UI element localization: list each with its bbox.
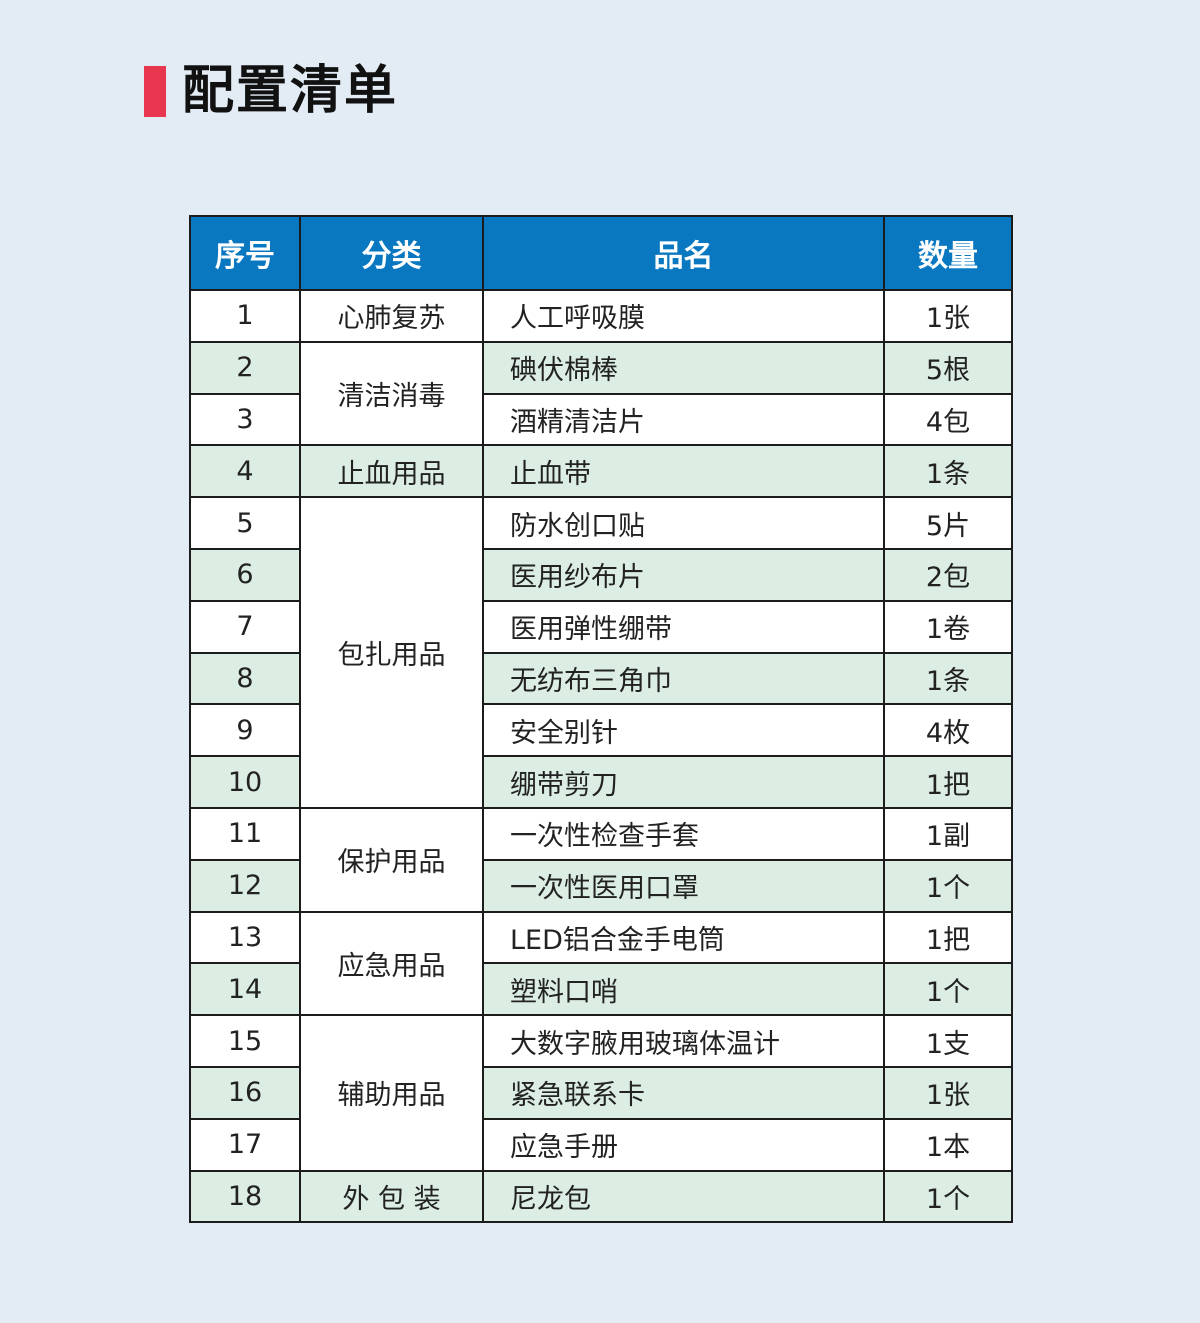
row-number: 18 [189,1169,301,1224]
row-quantity: 1副 [883,806,1013,861]
row-quantity: 1本 [883,1117,1013,1172]
table-row: 5 包扎用品 防水创口贴 5片 [189,496,1013,809]
row-number: 12 [189,858,301,913]
row-quantity: 1张 [883,1065,1013,1120]
table-header-row: 序号 分类 品名 数量 [189,215,1013,291]
row-item-name: 尼龙包 [482,1169,885,1224]
row-item-name: 无纺布三角巾 [482,651,885,706]
row-item-name: 绷带剪刀 [482,755,885,809]
row-item-name: 酒精清洁片 [482,392,885,447]
row-item-name: 一次性医用口罩 [482,858,885,913]
row-item-name: 大数字腋用玻璃体温计 [482,1014,885,1068]
row-number: 16 [189,1065,301,1120]
row-number: 8 [189,651,301,706]
row-quantity: 2包 [883,547,1013,602]
table-row: 4 止血用品 止血带 1条 [189,444,1013,499]
header-item-name: 品名 [482,215,885,291]
row-category: 外 包 装 [299,1169,484,1224]
configuration-table: 序号 分类 品名 数量 1 心肺复苏 人工呼吸膜 1张 2 清洁消毒 碘伏棉棒 5根 3 酒精清洁… [189,215,1013,1224]
row-item-name: 塑料口哨 [482,962,885,1017]
table-row: 18 外 包 装尼龙包 1个 [189,1169,1013,1224]
row-number: 1 [189,289,301,343]
row-category: 止血用品 [299,444,484,499]
table-row: 10 绷带剪刀 1把 [189,755,1013,809]
row-quantity: 1个 [883,1169,1013,1224]
header-number: 序号 [189,215,301,291]
row-quantity: 1支 [883,1014,1013,1068]
table-row: 9 安全别针 4枚 [189,703,1013,758]
row-item-name: 安全别针 [482,703,885,758]
table-row: 12 一次性医用口罩 1个 [189,858,1013,913]
table-row: 7 医用弹性绷带 1卷 [189,599,1013,654]
row-quantity: 1个 [883,858,1013,913]
table-row: 8 无纺布三角巾 1条 [189,651,1013,706]
row-item-name: 碘伏棉棒 [482,340,885,395]
table-row: 1 心肺复苏 人工呼吸膜 1张 [189,289,1013,343]
table-row: 13 应急用品 LED铝合金手电筒 1把 [189,910,1013,1017]
row-number: 14 [189,962,301,1017]
row-category: 包扎用品 [299,496,484,809]
row-quantity: 5片 [883,496,1013,550]
row-number: 13 [189,910,301,965]
row-category: 清洁消毒 [299,340,484,447]
table-row: 2 清洁消毒 碘伏棉棒 5根 [189,340,1013,447]
row-item-name: 一次性检查手套 [482,806,885,861]
row-quantity: 5根 [883,340,1013,395]
row-item-name: 医用弹性绷带 [482,599,885,654]
table-row: 17 应急手册 1本 [189,1117,1013,1172]
row-number: 5 [189,496,301,550]
row-number: 7 [189,599,301,654]
row-quantity: 1个 [883,962,1013,1017]
row-number: 3 [189,392,301,447]
row-item-name: 紧急联系卡 [482,1065,885,1120]
row-number: 15 [189,1014,301,1068]
row-item-name: LED铝合金手电筒 [482,910,885,965]
row-quantity: 1把 [883,910,1013,965]
row-item-name: 防水创口贴 [482,496,885,550]
row-quantity: 1卷 [883,599,1013,654]
header-quantity: 数量 [883,215,1013,291]
header-category: 分类 [299,215,484,291]
row-number: 10 [189,755,301,809]
table-row: 14 塑料口哨 1个 [189,962,1013,1017]
row-quantity: 1条 [883,651,1013,706]
row-item-name: 医用纱布片 [482,547,885,602]
row-number: 4 [189,444,301,499]
row-number: 2 [189,340,301,395]
row-category: 保护用品 [299,806,484,913]
row-category: 应急用品 [299,910,484,1017]
table-row: 11 保护用品 一次性检查手套 1副 [189,806,1013,913]
row-number: 9 [189,703,301,758]
row-item-name: 止血带 [482,444,885,499]
row-quantity: 4枚 [883,703,1013,758]
table-row: 15 辅助用品 大数字腋用玻璃体温计 1支 [189,1014,1013,1172]
table-row: 16 紧急联系卡 1张 [189,1065,1013,1120]
page-title: 配置清单 [182,61,399,121]
row-number: 17 [189,1117,301,1172]
row-quantity: 1张 [883,289,1013,343]
table-row: 3 酒精清洁片 4包 [189,392,1013,447]
row-quantity: 1条 [883,444,1013,499]
row-item-name: 人工呼吸膜 [482,289,885,343]
row-category: 心肺复苏 [299,289,484,343]
table-row: 6 医用纱布片 2包 [189,547,1013,602]
row-item-name: 应急手册 [482,1117,885,1172]
row-quantity: 4包 [883,392,1013,447]
row-category: 辅助用品 [299,1014,484,1172]
row-number: 11 [189,806,301,861]
title-accent-bar [144,66,166,117]
row-quantity: 1把 [883,755,1013,809]
row-number: 6 [189,547,301,602]
